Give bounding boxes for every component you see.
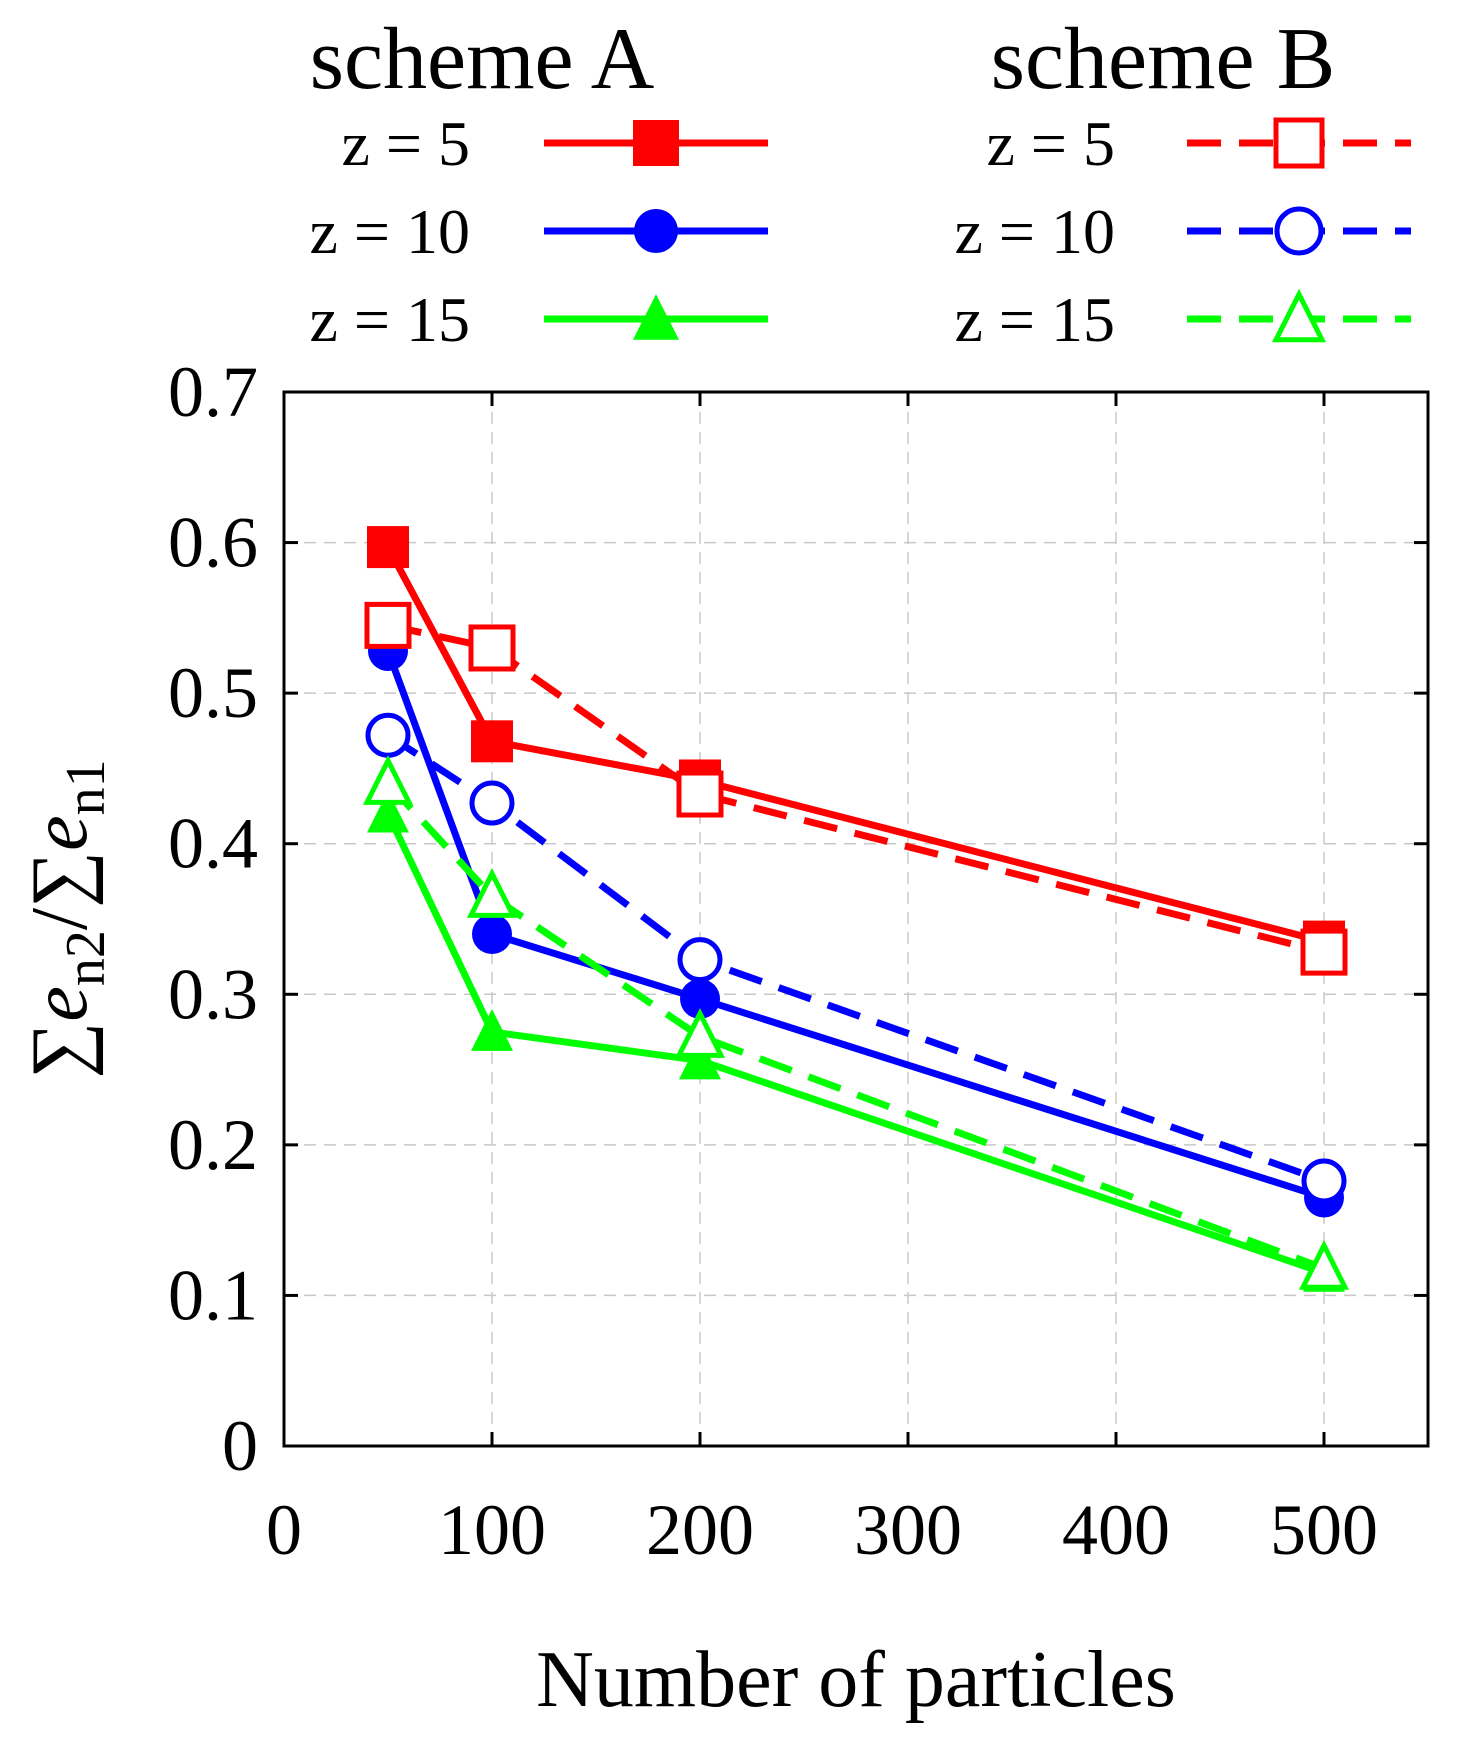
series-3-point-2 <box>676 770 724 818</box>
series-3-line <box>387 621 1325 956</box>
series-layer <box>362 526 1350 1292</box>
series-0 <box>367 526 1345 963</box>
series-5-point-2 <box>674 1007 726 1058</box>
series-3 <box>364 601 1348 976</box>
y-tick-label-7: 0.7 <box>168 352 258 432</box>
series-4-point-0 <box>365 712 411 758</box>
series-5-point-1 <box>466 867 518 918</box>
y-title-e-2: e <box>16 815 104 851</box>
y-title-sum-1: ∑ <box>16 1022 104 1079</box>
legend-marker-1 <box>634 209 678 253</box>
x-tick-label-4: 400 <box>1062 1490 1170 1570</box>
series-2-line <box>384 812 1326 1277</box>
series-2-point-2 <box>679 1037 721 1080</box>
y-title-slash: / <box>16 907 104 930</box>
y-axis-title: ∑en2/∑en1 <box>16 759 117 1078</box>
legend-label-3: z = 5 <box>987 108 1116 179</box>
y-tick-label-3: 0.3 <box>168 954 258 1034</box>
series-3-point-3 <box>1300 928 1348 976</box>
ticks: 0 100 200 300 400 500 0 0.1 0.2 0.3 0.4 0.5 0.6 0.7 <box>168 352 1428 1570</box>
series-5-line <box>385 781 1326 1272</box>
legend-label-5: z = 15 <box>955 284 1116 355</box>
legend-marker-2 <box>633 294 679 340</box>
y-tick-label-6: 0.6 <box>168 503 258 583</box>
series-4 <box>365 712 1347 1204</box>
series-1 <box>368 630 1344 1218</box>
y-title-e-1: e <box>16 986 104 1022</box>
y-title-sub-2: n1 <box>55 759 117 815</box>
legend-marker-3 <box>1273 117 1325 169</box>
plot-frame <box>282 390 1430 1448</box>
series-4-point-2 <box>677 937 723 983</box>
series-5 <box>362 755 1350 1290</box>
series-5-point-3 <box>1298 1239 1350 1290</box>
series-2-point-0 <box>367 790 409 833</box>
legend-title-1: scheme B <box>991 11 1336 108</box>
legend-label-4: z = 10 <box>955 196 1116 267</box>
y-tick-label-4: 0.4 <box>168 804 258 884</box>
series-1-point-2 <box>680 978 720 1019</box>
legend-marker-4 <box>1274 206 1324 256</box>
x-tick-label-1: 100 <box>438 1490 546 1570</box>
series-3-point-0 <box>364 601 412 649</box>
series-4-point-3 <box>1301 1158 1347 1204</box>
y-tick-label-2: 0.2 <box>168 1105 258 1185</box>
series-2 <box>367 790 1345 1292</box>
legend-title-0: scheme A <box>310 11 655 108</box>
series-4-point-1 <box>469 780 515 826</box>
series-0-line <box>384 545 1325 945</box>
x-tick-label-3: 300 <box>854 1490 962 1570</box>
series-4-line <box>386 732 1326 1185</box>
y-title-sub-1: n2 <box>55 930 117 986</box>
y-tick-label-0: 0 <box>222 1406 258 1486</box>
y-tick-label-5: 0.5 <box>168 653 258 733</box>
x-tick-label-2: 200 <box>646 1490 754 1570</box>
legend-label-0: z = 5 <box>342 108 471 179</box>
x-axis-title: Number of particles <box>536 1636 1176 1724</box>
legend-label-2: z = 15 <box>310 284 471 355</box>
series-3-point-1 <box>468 624 516 672</box>
legend-label-1: z = 10 <box>310 196 471 267</box>
series-0-point-1 <box>471 720 513 763</box>
x-tick-label-5: 500 <box>1270 1490 1378 1570</box>
y-title-sum-2: ∑ <box>16 851 104 908</box>
legend-marker-0 <box>633 120 679 166</box>
x-tick-label-0: 0 <box>266 1490 302 1570</box>
legend-marker-5 <box>1271 288 1327 343</box>
y-tick-label-1: 0.1 <box>168 1255 258 1335</box>
series-0-point-0 <box>367 526 409 569</box>
series-1-point-1 <box>472 914 512 955</box>
series-5-point-0 <box>362 755 414 805</box>
grid <box>284 392 1428 1446</box>
series-2-point-1 <box>471 1009 513 1051</box>
